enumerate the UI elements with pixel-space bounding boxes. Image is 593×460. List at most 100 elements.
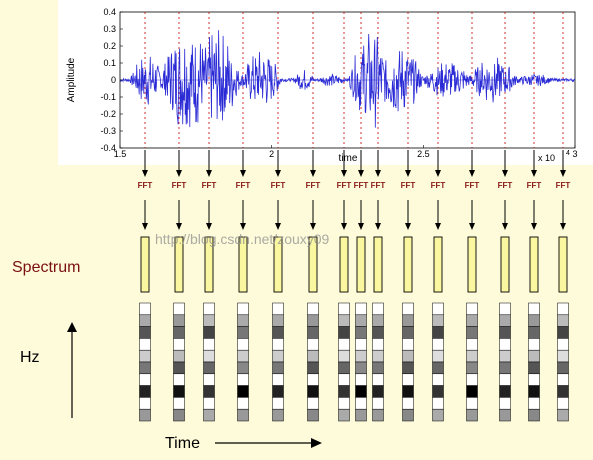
frame-column: FFT <box>371 150 386 422</box>
x-tick-label: 2 <box>269 149 274 159</box>
y-axis-label: Amplitude <box>66 57 77 102</box>
spectrogram-cell <box>557 408 569 422</box>
spectrogram-cell <box>355 397 367 410</box>
fft-label: FFT <box>401 181 416 190</box>
spectrogram-cell <box>402 361 414 375</box>
arrowhead-icon <box>176 170 182 177</box>
spectrogram-cell <box>338 338 350 351</box>
frame-column: FFT <box>465 150 479 422</box>
spectrogram-cell <box>139 361 151 375</box>
spectrogram-cell <box>432 373 444 386</box>
frame-column: FFT <box>354 150 368 422</box>
x-axis-ticks: 1.5 2 2.5 3 <box>114 145 578 159</box>
arrowhead-icon <box>469 223 475 230</box>
spectrogram-cell <box>432 361 444 375</box>
spectrogram-cell <box>372 361 384 375</box>
spectrogram-cell <box>139 314 151 327</box>
spectrum-bar <box>500 236 510 293</box>
spectrogram-cell <box>355 338 367 351</box>
arrowhead-icon <box>469 170 475 177</box>
arrowhead-icon <box>375 170 381 177</box>
spectrogram-cell <box>237 408 249 422</box>
spectrogram-cell <box>432 302 444 316</box>
frame-column: FFT <box>431 150 446 422</box>
x-axis-label: time <box>339 153 358 164</box>
arrowhead-icon <box>531 170 537 177</box>
waveform-plot: 0.4 0.3 0.2 0.1 0 -0.1 -0.2 -0.3 -0.4 1.5 2 2.5 3 A… <box>58 0 593 165</box>
spectrogram-cell <box>499 408 511 422</box>
spectrogram-cell <box>173 408 185 422</box>
spectrogram-cell <box>402 302 414 316</box>
arrowhead-icon <box>560 170 566 177</box>
spectrogram-cell <box>372 302 384 316</box>
frame-column: FFT <box>236 150 250 422</box>
spectrogram-cell <box>203 302 215 316</box>
spectrogram-cell <box>338 302 350 316</box>
spectrogram-cell <box>499 314 511 327</box>
spectrogram-cell <box>272 338 284 351</box>
spectrogram-cell <box>173 361 185 375</box>
y-axis-ticks: 0.4 0.3 0.2 0.1 0 -0.1 -0.2 -0.3 -0.4 <box>100 7 123 153</box>
spectrogram-cell <box>272 349 284 363</box>
spectrogram-cell <box>355 349 367 363</box>
spectrogram-cell <box>272 385 284 398</box>
spectrogram-cell <box>173 302 185 316</box>
spectrogram-cell <box>355 361 367 375</box>
y-tick-label: -0.1 <box>100 92 116 102</box>
spectrogram-cell <box>307 349 319 363</box>
waveform-signal <box>119 30 576 128</box>
fft-label: FFT <box>371 181 386 190</box>
arrowhead-icon <box>341 223 347 230</box>
arrowhead-icon <box>275 170 281 177</box>
spectrogram-cell <box>528 385 540 398</box>
fft-label: FFT <box>431 181 446 190</box>
spectrogram-cell <box>402 385 414 398</box>
x-exponent-power: 4 <box>566 150 570 157</box>
arrowhead-icon <box>405 170 411 177</box>
spectrogram-cell <box>432 408 444 422</box>
spectrogram-cell <box>557 385 569 398</box>
spectrogram-cell <box>237 397 249 410</box>
arrowhead-icon <box>405 223 411 230</box>
y-tick-label: 0.3 <box>103 24 116 34</box>
spectrogram-cell <box>528 314 540 327</box>
x-tick-label: 2.5 <box>417 149 430 159</box>
frame-columns: FFT FFT FFT FFT FFT FFT FFT FFT FFT FFT FFT FFT FFT F… <box>138 150 570 422</box>
y-tick-label: 0 <box>111 75 116 85</box>
spectrogram-cell <box>499 373 511 386</box>
spectrogram-cell <box>237 302 249 316</box>
spectrogram-cell <box>499 361 511 375</box>
spectrogram-cell <box>203 361 215 375</box>
arrowhead-icon <box>502 223 508 230</box>
spectrogram-cell <box>466 361 478 375</box>
spectrogram-cell <box>307 397 319 410</box>
spectrum-bar <box>403 236 413 293</box>
hz-arrowhead-icon <box>67 322 77 332</box>
spectrogram-cell <box>432 397 444 410</box>
x-tick-label: 1.5 <box>114 149 127 159</box>
spectrogram-cell <box>203 408 215 422</box>
frame-column: FFT <box>337 150 351 422</box>
spectrogram-cell <box>402 349 414 363</box>
spectrogram-cell <box>173 397 185 410</box>
spectrogram-cell <box>173 385 185 398</box>
spectrogram-cell <box>466 338 478 351</box>
spectrogram-cell <box>372 338 384 351</box>
y-tick-label: -0.2 <box>100 109 116 119</box>
arrowhead-icon <box>176 223 182 230</box>
spectrogram-cell <box>528 338 540 351</box>
hz-label: Hz <box>20 349 40 366</box>
spectrogram-cell <box>432 349 444 363</box>
spectrogram-cell <box>237 385 249 398</box>
spectrogram-cell <box>402 326 414 339</box>
arrowhead-icon <box>240 223 246 230</box>
y-tick-label: 0.1 <box>103 58 116 68</box>
spectrogram-cell <box>307 373 319 386</box>
spectrogram-cell <box>557 302 569 316</box>
spectrogram-cell <box>372 408 384 422</box>
spectrogram-cell <box>203 326 215 339</box>
frame-column: FFT <box>271 150 285 422</box>
spectrogram-cell <box>432 338 444 351</box>
spectrogram-cell <box>528 361 540 375</box>
